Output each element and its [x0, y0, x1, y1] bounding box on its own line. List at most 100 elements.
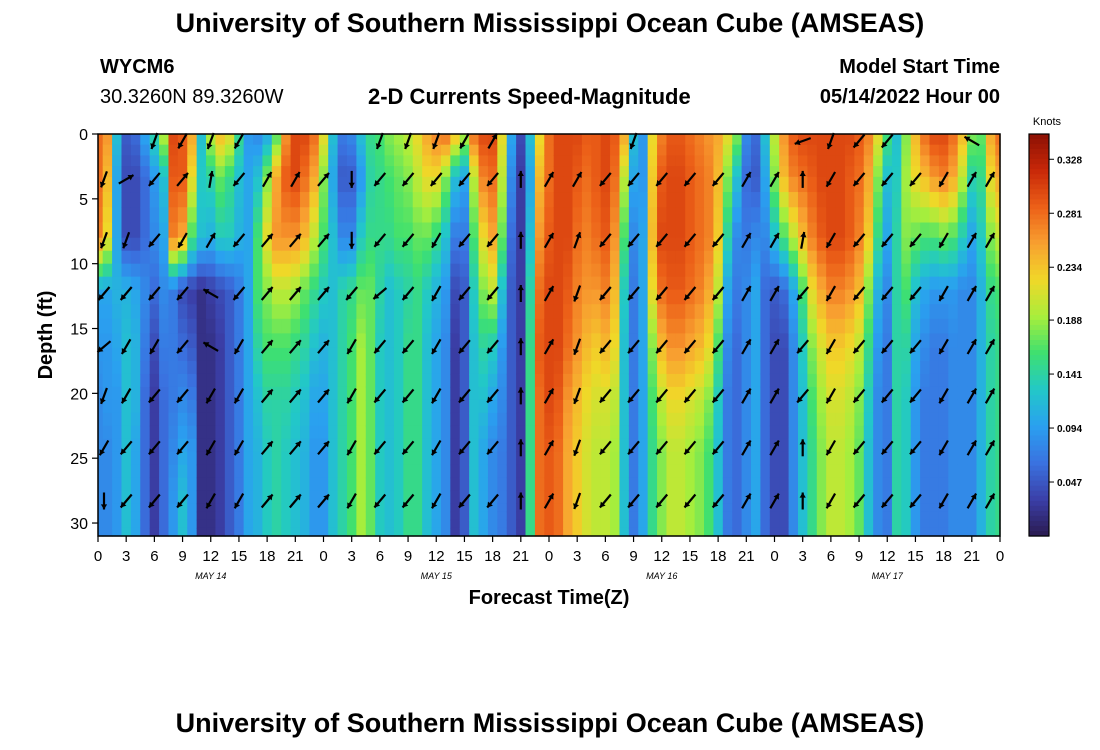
heatmap-cell — [732, 360, 743, 375]
heatmap-cell — [948, 276, 959, 291]
heatmap-cell — [140, 207, 151, 224]
heatmap-cell — [920, 318, 931, 334]
current-arrow — [317, 233, 330, 248]
heatmap-cell — [788, 250, 799, 265]
heatmap-cell — [628, 490, 639, 505]
heatmap-cell — [497, 464, 508, 479]
heatmap-cell — [751, 276, 762, 291]
heatmap-cell — [610, 511, 621, 521]
heatmap-cell — [826, 276, 837, 291]
heatmap-cell — [534, 373, 545, 388]
heatmap-cell — [544, 155, 555, 167]
heatmap-cell — [422, 438, 433, 453]
heatmap-cell — [440, 237, 451, 252]
heatmap-cell — [976, 527, 987, 537]
heatmap-cell — [610, 207, 621, 224]
heatmap-cell — [854, 237, 865, 252]
heatmap-cell — [431, 166, 442, 178]
heatmap-cell — [985, 425, 996, 440]
heatmap-cell — [309, 333, 320, 349]
heatmap-cell — [300, 425, 311, 440]
heatmap-cell — [666, 222, 677, 239]
heatmap-cell — [788, 333, 799, 349]
current-arrow — [517, 338, 524, 356]
heatmap-cell — [957, 237, 968, 252]
heatmap-cell — [797, 519, 808, 529]
heatmap-cell — [854, 333, 865, 349]
heatmap-cell — [976, 347, 987, 362]
heatmap-cell — [816, 511, 827, 521]
heatmap-cell — [450, 425, 461, 440]
heatmap-cell — [112, 166, 123, 178]
heatmap-cell — [788, 412, 799, 427]
heatmap-cell — [98, 263, 104, 278]
heatmap-cell — [506, 276, 517, 291]
heatmap-cell — [497, 511, 508, 521]
heatmap-cell — [854, 276, 865, 291]
current-arrow — [429, 172, 443, 187]
current-arrow — [373, 339, 387, 354]
heatmap-cell — [459, 527, 470, 537]
heatmap-cell — [610, 134, 621, 146]
heatmap-cell — [891, 511, 902, 521]
heatmap-cell — [638, 144, 649, 156]
heatmap-cell — [938, 527, 949, 537]
heatmap-cell — [469, 373, 480, 388]
heatmap-cell — [685, 207, 696, 224]
heatmap-cell — [938, 519, 949, 529]
heatmap-cell — [487, 192, 498, 208]
colorbar-segment — [1029, 395, 1049, 401]
x-tick-label: 6 — [827, 548, 835, 565]
heatmap-cell — [610, 263, 621, 278]
heatmap-cell — [431, 360, 442, 375]
heatmap-cell — [563, 318, 574, 334]
heatmap-cell — [300, 519, 311, 529]
heatmap-cell — [224, 333, 235, 349]
heatmap-cell — [835, 412, 846, 427]
heatmap-cell — [215, 373, 226, 388]
heatmap-cell — [384, 511, 395, 521]
heatmap-cell — [685, 176, 696, 193]
heatmap-cell — [920, 490, 931, 505]
heatmap-cell — [826, 222, 837, 239]
heatmap-cell — [309, 438, 320, 453]
heatmap-cell — [450, 289, 461, 305]
heatmap-cell — [412, 386, 423, 401]
heatmap-cell — [995, 250, 1001, 265]
colorbar-segment — [1029, 289, 1049, 296]
heatmap-cell — [112, 144, 123, 156]
heatmap-cell — [328, 237, 339, 252]
heatmap-cell — [98, 399, 104, 414]
heatmap-cell — [769, 490, 780, 505]
heatmap-cell — [234, 318, 245, 334]
heatmap-cell — [741, 477, 752, 492]
heatmap-cell — [985, 360, 996, 375]
heatmap-cell — [929, 490, 940, 505]
heatmap-cell — [234, 360, 245, 375]
heatmap-cell — [666, 438, 677, 453]
heatmap-cell — [807, 207, 818, 224]
heatmap-cell — [741, 289, 752, 305]
heatmap-cell — [835, 155, 846, 167]
heatmap-cell — [581, 276, 592, 291]
heatmap-cell — [581, 176, 592, 193]
current-arrow — [573, 231, 582, 249]
heatmap-cell — [657, 464, 668, 479]
heatmap-cell — [873, 527, 884, 537]
heatmap-cell — [610, 438, 621, 453]
heatmap-cell — [873, 237, 884, 252]
heatmap-cell — [431, 347, 442, 362]
heatmap-cell — [816, 333, 827, 349]
heatmap-cell — [610, 250, 621, 265]
heatmap-cell — [506, 250, 517, 265]
heatmap-cell — [863, 490, 874, 505]
heatmap-cell — [450, 360, 461, 375]
heatmap-cell — [271, 477, 282, 492]
heatmap-cell — [318, 176, 329, 193]
heatmap-cell — [121, 289, 132, 305]
heatmap-cell — [168, 134, 179, 146]
heatmap-cell — [666, 451, 677, 466]
heatmap-cell — [253, 360, 264, 375]
heatmap-cell — [487, 166, 498, 178]
heatmap-cell — [826, 166, 837, 178]
